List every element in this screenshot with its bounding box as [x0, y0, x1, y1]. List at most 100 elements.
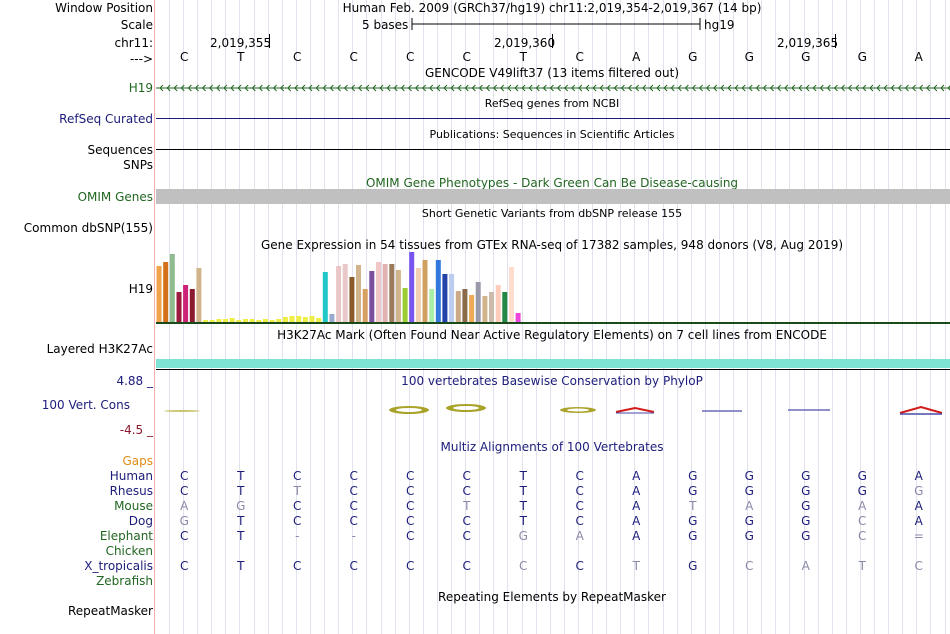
gtex-tissue-bar[interactable]	[322, 272, 328, 322]
gtex-tissue-bar[interactable]	[216, 319, 222, 322]
gtex-tissue-bar[interactable]	[223, 319, 228, 322]
gtex-tissue-bar[interactable]	[356, 265, 361, 322]
alignment-base: T	[632, 559, 640, 573]
gtex-tissue-bar[interactable]	[176, 292, 182, 322]
strand-chevron	[556, 84, 561, 92]
gtex-tissue-bar[interactable]	[243, 319, 248, 322]
gtex-tissue-bar[interactable]	[429, 289, 435, 322]
gtex-tissue-bar[interactable]	[502, 292, 508, 322]
gtex-h19-label[interactable]: H19	[128, 282, 153, 296]
layered-h3k27ac-label[interactable]: Layered H3K27Ac	[46, 342, 153, 356]
gtex-tissue-bar[interactable]	[415, 268, 421, 322]
gtex-tissue-bar[interactable]	[236, 320, 242, 322]
refseq-feature-line[interactable]	[156, 118, 950, 119]
phylop-signal[interactable]	[156, 398, 950, 424]
gtex-tissue-bar[interactable]	[442, 274, 448, 322]
alignment-base: C	[858, 529, 867, 543]
gtex-tissue-bar[interactable]	[349, 277, 355, 322]
gtex-tissue-bar[interactable]	[183, 285, 189, 322]
refseq-curated-label[interactable]: RefSeq Curated	[59, 112, 153, 126]
omim-genes-label[interactable]: OMIM Genes	[77, 190, 153, 204]
phylop-track-label[interactable]: 100 Vert. Cons	[41, 398, 130, 412]
species-label-x_tropicalis[interactable]: X_tropicalis	[84, 559, 153, 573]
gtex-tissue-bar[interactable]	[475, 282, 481, 322]
gtex-tissue-bar[interactable]	[455, 291, 461, 322]
species-label-dog[interactable]: Dog	[128, 514, 153, 528]
gtex-tissue-bar[interactable]	[462, 289, 468, 322]
publications-feature-line[interactable]	[156, 149, 950, 150]
gtex-tissue-bar[interactable]	[316, 318, 322, 322]
alignment-base: C	[293, 559, 302, 573]
alignment-base: A	[575, 529, 584, 543]
alignment-base: G	[688, 514, 698, 528]
gtex-tissue-bar[interactable]	[376, 262, 381, 322]
gtex-tissue-bar[interactable]	[256, 320, 262, 322]
alignment-base: A	[632, 484, 641, 498]
strand-chevron	[443, 84, 448, 92]
strand-chevron	[315, 84, 320, 92]
species-label-chicken[interactable]: Chicken	[105, 544, 153, 558]
omim-feature-bar[interactable]	[156, 189, 950, 204]
gtex-tissue-bar[interactable]	[395, 270, 401, 322]
scale-text: 5 bases	[362, 18, 409, 32]
gtex-tissue-bar[interactable]	[189, 289, 195, 322]
species-label-rhesus[interactable]: Rhesus	[109, 484, 153, 498]
gencode-h19-label[interactable]: H19	[128, 81, 153, 95]
strand-chevron	[549, 84, 554, 92]
gtex-tissue-bar[interactable]	[163, 262, 169, 322]
sequences-label[interactable]: Sequences	[87, 143, 153, 157]
gtex-tissue-bar[interactable]	[209, 320, 215, 322]
gtex-tissue-bar[interactable]	[196, 268, 202, 322]
strand-chevron	[677, 84, 682, 92]
common-dbsnp-label[interactable]: Common dbSNP(155)	[23, 221, 153, 235]
gtex-tissue-bar[interactable]	[329, 314, 335, 322]
publications-track-title: Publications: Sequences in Scientific Ar…	[429, 128, 675, 141]
gtex-tissue-bar[interactable]	[282, 317, 288, 322]
gtex-tissue-bar[interactable]	[509, 267, 514, 322]
gtex-tissue-bar[interactable]	[156, 266, 162, 322]
gtex-tissue-bar[interactable]	[342, 264, 348, 322]
species-label-elephant[interactable]: Elephant	[99, 529, 153, 543]
strand-chevron	[620, 84, 625, 92]
gtex-tissue-bar[interactable]	[489, 292, 494, 322]
gtex-tissue-bar[interactable]	[362, 289, 368, 322]
alignment-base: =	[913, 529, 924, 543]
gtex-tissue-bar[interactable]	[515, 313, 521, 322]
gencode-h19-feature[interactable]	[156, 82, 950, 94]
gtex-tissue-bar[interactable]	[449, 274, 455, 322]
gtex-tissue-bar[interactable]	[309, 316, 315, 322]
strand-chevron	[414, 84, 419, 92]
gtex-tissue-bar[interactable]	[169, 254, 175, 322]
gtex-tissue-bar[interactable]	[276, 319, 282, 322]
gtex-tissue-bar[interactable]	[402, 288, 408, 322]
species-label-human[interactable]: Human	[109, 469, 153, 483]
gtex-tissue-bar[interactable]	[302, 317, 308, 322]
gtex-tissue-bar[interactable]	[269, 320, 275, 322]
species-label-mouse[interactable]: Mouse	[114, 499, 153, 513]
gtex-tissue-bar[interactable]	[382, 264, 388, 322]
strand-chevron	[535, 84, 540, 92]
repeatmasker-label[interactable]: RepeatMasker	[67, 604, 153, 618]
gtex-bar-chart[interactable]	[156, 252, 950, 325]
gtex-tissue-bar[interactable]	[336, 266, 342, 322]
gtex-tissue-bar[interactable]	[262, 319, 268, 322]
species-label-gaps[interactable]: Gaps	[122, 454, 153, 468]
gtex-tissue-bar[interactable]	[249, 319, 255, 322]
gtex-tissue-bar[interactable]	[495, 285, 501, 322]
ruler-base: G	[857, 50, 867, 64]
gtex-tissue-bar[interactable]	[409, 252, 415, 322]
snps-label[interactable]: SNPs	[123, 158, 153, 172]
gtex-tissue-bar[interactable]	[422, 260, 428, 322]
gtex-tissue-bar[interactable]	[229, 318, 235, 322]
h3k27ac-signal[interactable]	[156, 359, 950, 368]
gtex-tissue-bar[interactable]	[203, 320, 209, 322]
gtex-tissue-bar[interactable]	[469, 295, 475, 322]
gtex-tissue-bar[interactable]	[296, 316, 302, 322]
gtex-tissue-bar[interactable]	[389, 264, 395, 322]
gtex-tissue-bar[interactable]	[289, 316, 295, 322]
gtex-tissue-bar[interactable]	[482, 296, 488, 322]
gtex-tissue-bar[interactable]	[435, 260, 441, 322]
species-label-zebrafish[interactable]: Zebrafish	[96, 574, 153, 588]
gtex-tissue-bar[interactable]	[369, 271, 375, 322]
strand-chevron	[805, 84, 810, 92]
